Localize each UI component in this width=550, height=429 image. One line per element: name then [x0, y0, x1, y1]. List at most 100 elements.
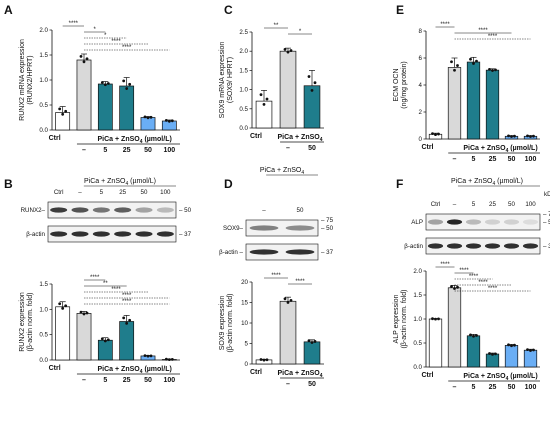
data-point	[103, 83, 107, 87]
significance-label: ****	[111, 287, 121, 293]
data-point	[529, 135, 532, 138]
data-point	[475, 334, 478, 337]
data-point	[450, 284, 453, 288]
data-point	[85, 57, 89, 61]
data-point	[526, 134, 529, 138]
data-point	[510, 344, 513, 348]
data-point	[82, 60, 86, 64]
x-tick-label: 100	[525, 384, 537, 391]
data-point	[262, 358, 266, 362]
y-tick-label: 1.0	[413, 316, 422, 323]
lane-label: 100	[525, 201, 536, 208]
y-tick-label: 1.0	[39, 306, 48, 313]
y-tick-label: 2.0	[239, 48, 248, 55]
data-point	[64, 109, 68, 113]
data-point	[283, 297, 287, 301]
data-point	[488, 352, 491, 355]
bar	[466, 61, 481, 140]
data-point	[82, 312, 86, 316]
chart-D: D 0 5 10 15 20 SOX9 expression (β-actin norm. f…	[219, 177, 324, 388]
blot-band	[135, 231, 153, 237]
y-tick-label: 10	[241, 320, 248, 327]
data-point	[513, 343, 516, 347]
x-tick-label: –	[453, 384, 457, 391]
data-point	[472, 62, 475, 65]
blot-band	[465, 219, 482, 225]
x-tick-label: 50	[308, 381, 316, 388]
significance-label: ****	[111, 39, 121, 45]
x-tick-label: Ctrl	[49, 365, 61, 372]
blot-strip	[47, 225, 177, 243]
x-tick-label: 50	[144, 377, 152, 384]
data-point	[167, 119, 171, 123]
bar	[76, 59, 92, 131]
data-point	[286, 50, 290, 54]
panel-label: F	[396, 177, 403, 191]
blot-band	[135, 207, 153, 213]
data-point	[61, 112, 65, 116]
data-point	[491, 352, 494, 356]
data-point	[122, 79, 126, 83]
x-tick-label: 25	[489, 384, 497, 391]
y-tick-label: 2	[419, 109, 423, 116]
bar	[485, 353, 500, 368]
x-tick-label: Ctrl	[250, 133, 262, 140]
data-point	[456, 64, 459, 67]
lane-label: 50	[141, 189, 148, 196]
significance-label: **	[103, 281, 108, 287]
significance-label: ****	[122, 299, 132, 305]
data-point	[289, 49, 293, 52]
data-point	[507, 134, 510, 138]
blot-band	[285, 249, 315, 255]
y-axis-label: (β-actin norm. fold)	[401, 290, 408, 349]
x-tick-label: 5	[472, 156, 476, 163]
x-tick-label: 25	[123, 147, 131, 154]
y-tick-label: 0	[419, 136, 423, 143]
blot-row-label: β-actin –	[219, 249, 243, 256]
data-point	[469, 57, 472, 61]
blot-band	[50, 207, 68, 213]
blot-row-label: β-actin	[26, 231, 45, 238]
data-point	[469, 333, 472, 337]
data-point	[491, 69, 494, 72]
data-point	[164, 119, 168, 122]
y-tick-label: 1.5	[39, 281, 48, 288]
data-point	[313, 340, 317, 343]
data-point	[529, 349, 532, 352]
data-point	[103, 339, 107, 343]
y-tick-label: 2.0	[39, 27, 48, 34]
data-point	[513, 134, 516, 138]
blot-band	[285, 225, 315, 231]
data-point	[453, 68, 456, 72]
lane-label: 5	[472, 201, 476, 208]
y-axis-label: (β-actin norm. fold)	[227, 294, 234, 353]
bar	[279, 300, 297, 365]
data-point	[167, 358, 171, 362]
y-tick-label: 0.5	[239, 106, 248, 113]
group-label: PiCa + ZnSO4	[278, 134, 323, 143]
x-tick-label: Ctrl	[421, 144, 433, 151]
blot-row-label: β-actin	[404, 243, 423, 250]
significance-label: ****	[469, 274, 479, 280]
data-point	[262, 102, 266, 106]
blot-strip	[47, 201, 177, 219]
bar	[97, 339, 113, 361]
x-tick-label: 50	[308, 145, 316, 152]
data-point	[532, 134, 535, 138]
y-axis-label: SOX9 expression	[219, 296, 226, 351]
blot-row-label: RUNX2–	[21, 207, 46, 214]
data-point	[431, 317, 434, 321]
bar	[504, 345, 519, 368]
data-point	[510, 135, 513, 138]
bar	[55, 306, 71, 361]
x-tick-label: 50	[144, 147, 152, 154]
data-point	[307, 339, 311, 343]
data-point	[58, 302, 62, 306]
blot-strip	[245, 219, 319, 237]
kda-unit: kDa	[544, 191, 550, 198]
data-point	[532, 348, 535, 352]
y-axis-label: (SOX9/ HPRT)	[227, 57, 234, 103]
x-tick-label: –	[453, 156, 457, 163]
blot-band	[465, 243, 482, 249]
kda-marker: – 75	[321, 217, 334, 224]
